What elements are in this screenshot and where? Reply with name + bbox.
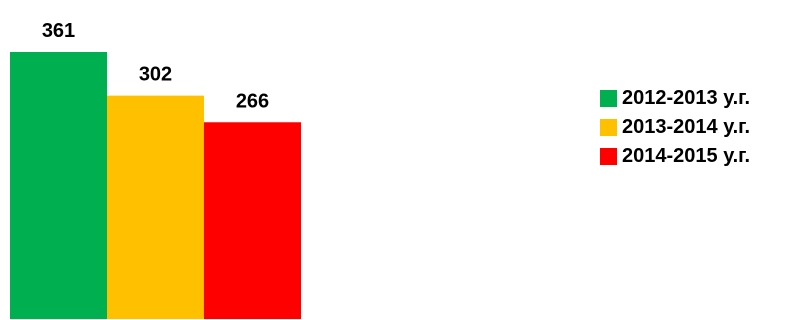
legend-label: 2014-2015 у.г.: [622, 145, 751, 167]
legend-item: 2014-2015 у.г.: [600, 142, 795, 171]
legend-label: 2012-2013 у.г.: [622, 87, 751, 109]
bar: [204, 122, 301, 320]
bar-value-label: 302: [139, 64, 172, 86]
legend-label: 2013-2014 у.г.: [622, 116, 751, 138]
bar: [107, 95, 204, 319]
bar: [10, 52, 107, 319]
bar-value-label: 361: [42, 20, 75, 42]
legend-swatch: [600, 119, 617, 136]
legend-swatch: [600, 90, 617, 107]
legend: 2012-2013 у.г. 2013-2014 у.г. 2014-2015 …: [600, 84, 795, 171]
legend-item: 2012-2013 у.г.: [600, 84, 795, 113]
legend-item: 2013-2014 у.г.: [600, 113, 795, 142]
legend-swatch: [600, 148, 617, 165]
bar-value-label: 266: [236, 90, 269, 112]
